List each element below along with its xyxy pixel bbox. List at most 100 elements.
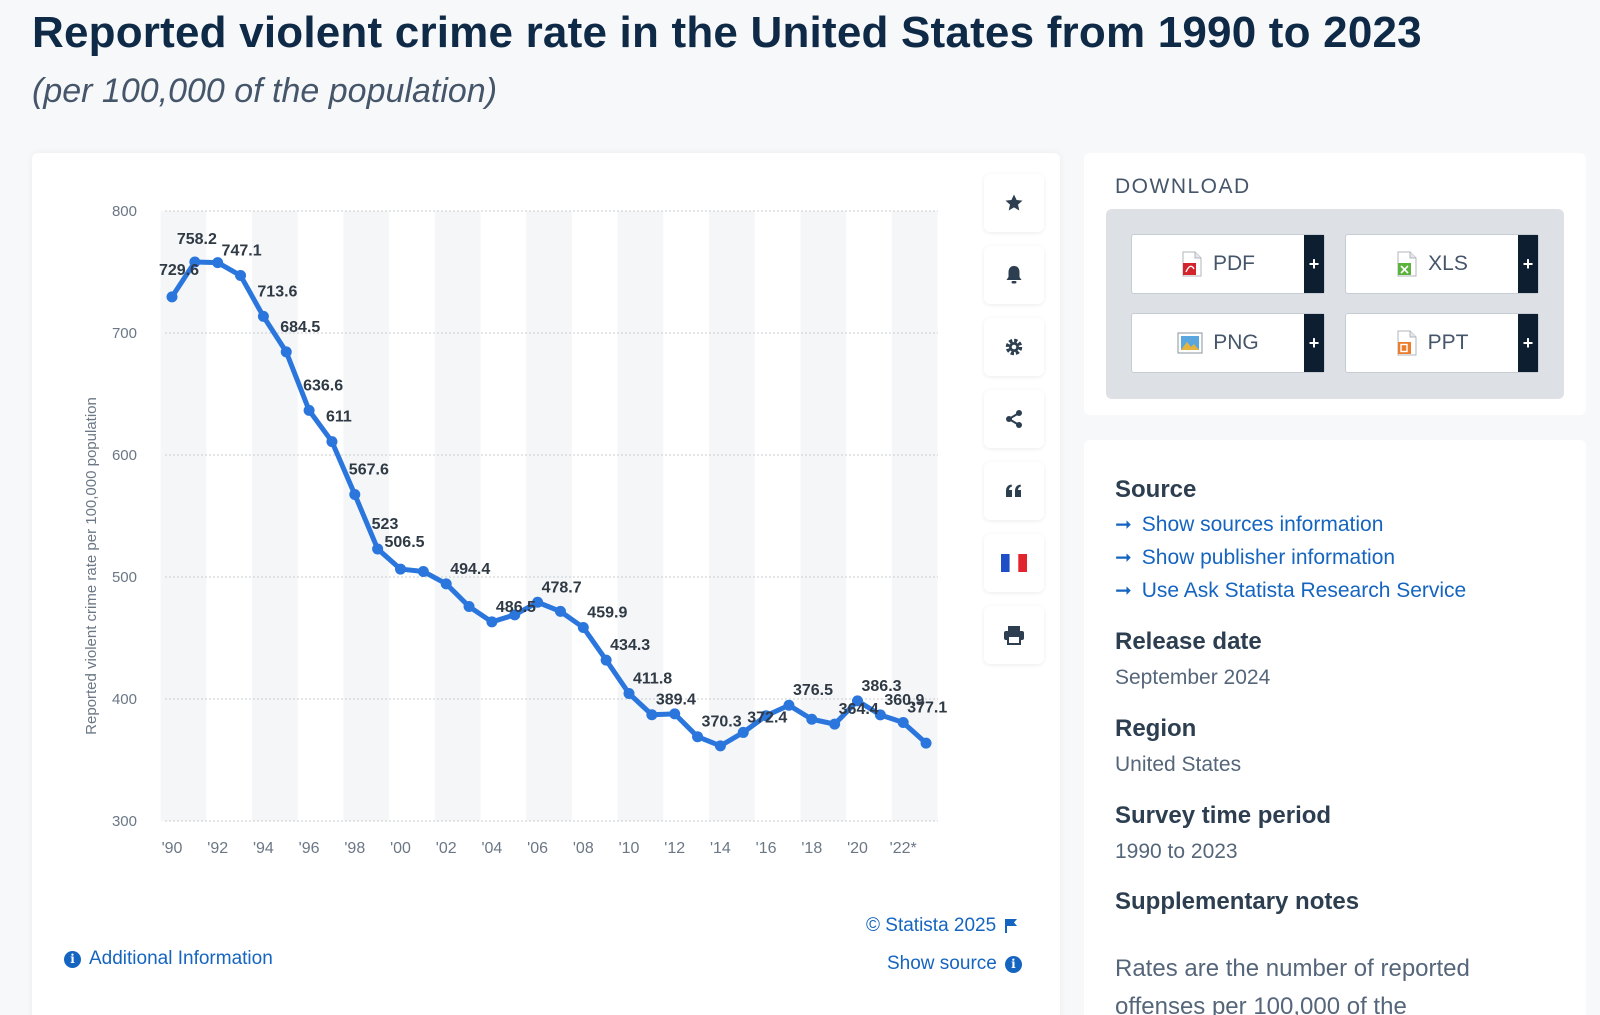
download-pdf-button[interactable]: PDF + xyxy=(1131,234,1325,294)
additional-information-label: Additional Information xyxy=(89,948,273,969)
data-point xyxy=(509,609,521,621)
data-label: 567.6 xyxy=(349,462,389,479)
ppt-plus-icon[interactable]: + xyxy=(1518,314,1538,372)
data-label: 713.6 xyxy=(257,283,297,300)
pdf-file-icon xyxy=(1182,251,1202,277)
data-point xyxy=(395,563,406,575)
arrow-right-icon: ➞ xyxy=(1115,547,1132,569)
data-point xyxy=(577,622,589,634)
print-button[interactable] xyxy=(984,606,1044,664)
line-chart: 300 400 500 600 700 800 Reported violent crime… xyxy=(83,203,947,857)
data-point xyxy=(806,713,818,725)
data-label: 523 xyxy=(372,516,399,533)
info-icon: i xyxy=(64,950,81,968)
x-tick-label: '12 xyxy=(664,840,685,857)
show-sources-link[interactable]: ➞ Show sources information xyxy=(1115,512,1383,537)
data-point xyxy=(646,709,658,721)
y-tick-label: 600 xyxy=(112,447,137,464)
ask-statista-link[interactable]: ➞ Use Ask Statista Research Service xyxy=(1115,578,1466,603)
data-label: 377.1 xyxy=(907,700,947,717)
data-label: 611 xyxy=(326,409,352,426)
supplementary-notes-heading: Supplementary notes xyxy=(1115,888,1360,915)
show-publisher-label: Show publisher information xyxy=(1141,545,1396,569)
x-tick-label: '22* xyxy=(890,840,917,857)
data-label: 459.9 xyxy=(587,605,627,622)
y-tick-label: 800 xyxy=(112,203,137,220)
release-date-value: September 2024 xyxy=(1115,666,1271,689)
chart-band xyxy=(251,211,298,821)
x-tick-label: '96 xyxy=(299,840,320,857)
supplementary-notes-text: Rates are the number of reported offense… xyxy=(1115,955,1470,1015)
additional-information-link[interactable]: i Additional Information xyxy=(64,948,273,970)
settings-button[interactable] xyxy=(984,318,1044,376)
x-tick-label: '14 xyxy=(710,840,731,857)
gear-icon xyxy=(1005,338,1023,356)
data-point xyxy=(463,601,475,613)
pdf-plus-icon[interactable]: + xyxy=(1304,235,1324,293)
chart-band xyxy=(526,211,572,821)
data-label: 494.4 xyxy=(450,561,490,578)
data-label: 478.7 xyxy=(542,579,582,596)
download-xls-button[interactable]: XLS + xyxy=(1345,234,1539,294)
data-point xyxy=(874,709,886,721)
show-source-link[interactable]: Show source i xyxy=(887,953,1022,975)
x-tick-label: '92 xyxy=(207,840,228,857)
survey-period-value: 1990 to 2023 xyxy=(1115,840,1238,863)
chart-card: 300 400 500 600 700 800 Reported violent crime… xyxy=(32,153,1060,1015)
source-heading: Source xyxy=(1115,476,1197,503)
region-value: United States xyxy=(1115,753,1242,776)
show-publisher-link[interactable]: ➞ Show publisher information xyxy=(1115,545,1395,570)
data-point xyxy=(326,436,338,448)
data-label: 434.3 xyxy=(610,637,650,654)
french-flag-icon xyxy=(1001,554,1027,572)
show-sources-label: Show sources information xyxy=(1141,512,1384,536)
data-point xyxy=(486,616,498,628)
data-point xyxy=(440,578,452,590)
language-button[interactable] xyxy=(984,534,1044,592)
x-tick-label: '18 xyxy=(801,840,822,857)
data-point xyxy=(897,717,909,729)
data-label: 372.4 xyxy=(747,709,787,726)
x-tick-label: '00 xyxy=(390,840,411,857)
png-plus-icon[interactable]: + xyxy=(1304,314,1324,372)
x-tick-label: '20 xyxy=(847,840,868,857)
data-point xyxy=(532,596,544,608)
series-line xyxy=(169,259,929,749)
data-label: 747.1 xyxy=(222,243,262,260)
statista-credit[interactable]: © Statista 2025 xyxy=(866,915,1018,937)
data-label: 758.2 xyxy=(177,231,217,248)
data-label: 360.9 xyxy=(884,692,924,709)
download-card: DOWNLOAD PDF + XLS + PNG + xyxy=(1084,153,1586,415)
cite-button[interactable] xyxy=(984,462,1044,520)
show-source-label: Show source xyxy=(887,953,997,974)
data-label: 386.3 xyxy=(862,678,902,695)
data-label: 376.5 xyxy=(793,682,833,699)
x-tick-label: '90 xyxy=(162,840,183,857)
download-ppt-button[interactable]: PPT + xyxy=(1345,313,1539,373)
y-tick-label: 700 xyxy=(112,325,137,342)
x-tick-label: '16 xyxy=(756,840,777,857)
data-label: 370.3 xyxy=(702,714,742,731)
xls-plus-icon[interactable]: + xyxy=(1518,235,1538,293)
notification-button[interactable] xyxy=(984,246,1044,304)
x-tick-label: '10 xyxy=(619,840,640,857)
x-tick-label: '02 xyxy=(436,840,457,857)
download-panel: PDF + XLS + PNG + PPT + xyxy=(1106,209,1564,399)
favorite-button[interactable] xyxy=(984,174,1044,232)
data-point xyxy=(212,257,224,269)
data-point xyxy=(372,543,384,555)
data-point xyxy=(417,566,429,578)
data-point xyxy=(600,654,612,666)
chart-band xyxy=(617,211,664,821)
y-tick-label: 400 xyxy=(112,691,137,708)
data-label: 729.6 xyxy=(159,262,199,279)
xls-file-icon xyxy=(1397,251,1417,277)
flag-icon xyxy=(1005,919,1018,933)
data-label: 411.8 xyxy=(633,671,672,688)
data-point xyxy=(852,695,863,707)
data-point xyxy=(189,256,201,268)
download-png-button[interactable]: PNG + xyxy=(1131,313,1325,373)
share-button[interactable] xyxy=(984,390,1044,448)
chart-band xyxy=(800,211,847,821)
data-label: 364.4 xyxy=(839,701,879,718)
